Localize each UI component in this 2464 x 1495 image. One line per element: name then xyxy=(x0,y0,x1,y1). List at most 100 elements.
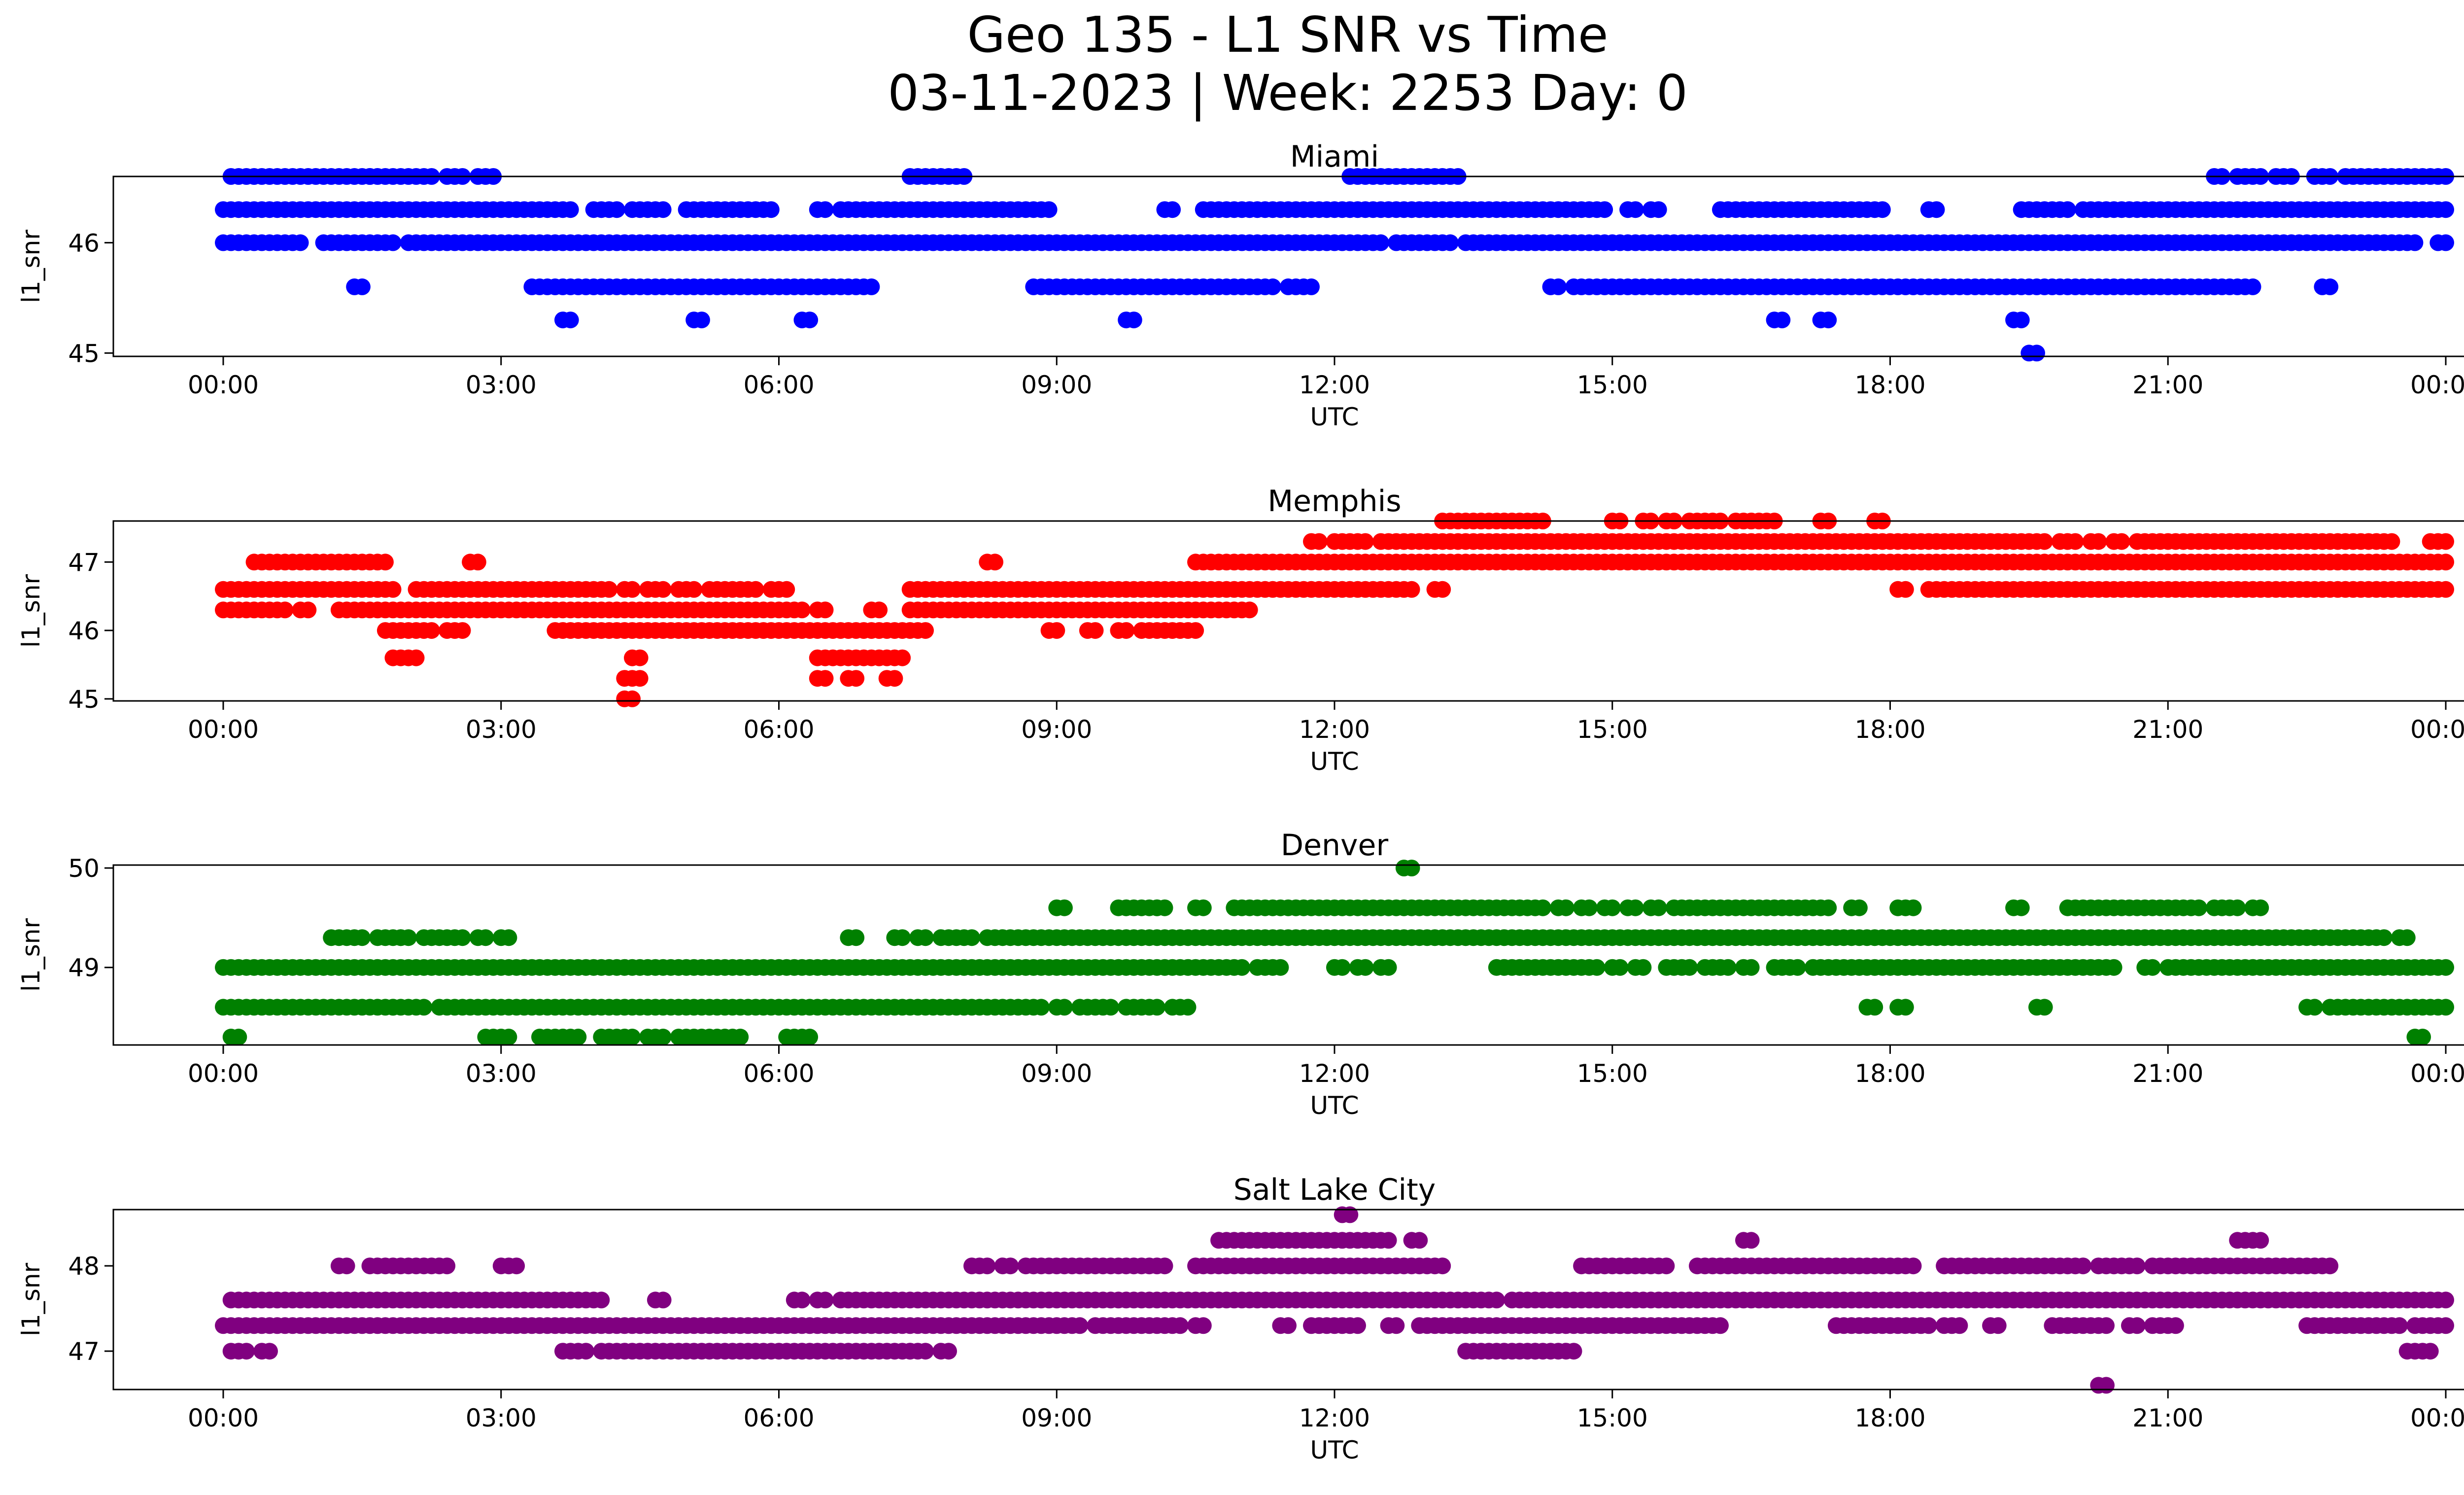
miami-data-point xyxy=(1303,278,1320,295)
denver-data-point xyxy=(2229,899,2246,916)
salt-lake-city-title: Salt Lake City xyxy=(1233,1173,1436,1207)
denver-data-point xyxy=(801,1028,819,1045)
denver-data-point xyxy=(1588,959,1606,976)
salt-lake-city-y-tick-label: 48 xyxy=(68,1252,100,1281)
denver-x-tick-label: 15:00 xyxy=(1577,1059,1648,1088)
salt-lake-city-data-point xyxy=(1658,1257,1675,1275)
denver-data-point xyxy=(1403,860,1420,876)
memphis-y-axis-label: l1_snr xyxy=(17,574,45,648)
denver-data-point xyxy=(1743,959,1760,976)
denver-data-point xyxy=(353,929,371,946)
miami-x-tick-label: 03:00 xyxy=(466,371,537,399)
salt-lake-city-data-point xyxy=(261,1343,278,1360)
denver-x-tick-label: 21:00 xyxy=(2132,1059,2203,1088)
denver-data-point xyxy=(1233,959,1251,976)
salt-lake-city-data-point xyxy=(338,1257,355,1275)
salt-lake-city-data-point xyxy=(2422,1343,2439,1360)
miami-x-tick-label: 09:00 xyxy=(1021,371,1092,399)
salt-lake-city-x-tick-label: 21:00 xyxy=(2132,1404,2203,1432)
denver-data-point xyxy=(654,1028,672,1045)
miami-data-point xyxy=(1874,201,1891,218)
denver-data-point xyxy=(2306,999,2323,1016)
denver-data-point xyxy=(1580,899,1598,916)
memphis-data-point xyxy=(1434,581,1451,598)
miami-data-point xyxy=(608,201,625,218)
memphis-x-tick-label: 00:00 xyxy=(2410,715,2464,744)
denver-data-point xyxy=(894,929,911,946)
memphis-data-point xyxy=(793,601,811,619)
memphis-data-point xyxy=(1048,622,1065,639)
miami-x-tick-label: 12:00 xyxy=(1299,371,1370,399)
memphis-data-point xyxy=(624,690,641,707)
denver-data-point xyxy=(1604,899,1621,916)
denver-data-point xyxy=(477,929,494,946)
memphis-title: Memphis xyxy=(1267,484,1401,519)
denver-data-point xyxy=(1650,899,1667,916)
denver-data-point xyxy=(1635,959,1652,976)
memphis-data-point xyxy=(848,670,865,687)
denver-data-point xyxy=(2036,999,2053,1016)
miami-data-point xyxy=(1372,234,1389,251)
miami-x-tick-label: 06:00 xyxy=(743,371,814,399)
denver-y-axis-label: l1_snr xyxy=(17,918,45,992)
denver-data-point xyxy=(848,929,865,946)
miami-data-point xyxy=(562,312,579,329)
salt-lake-city-data-point xyxy=(238,1343,255,1360)
denver-data-point xyxy=(1032,999,1050,1016)
miami-x-tick-label: 00:00 xyxy=(188,371,259,399)
memphis-data-point xyxy=(2067,533,2084,550)
miami-data-point xyxy=(1650,201,1667,218)
salt-lake-city-data-point xyxy=(654,1291,672,1309)
denver-data-point xyxy=(1272,959,1289,976)
memphis-data-point xyxy=(423,622,440,639)
denver-panel: Denver 00:00 03:00 06:00 09:00 12:00 15:00 18:0… xyxy=(17,828,2464,1120)
denver-data-point xyxy=(415,999,433,1016)
salt-lake-city-data-point xyxy=(1411,1232,1428,1249)
salt-lake-city-data-point xyxy=(940,1343,957,1360)
denver-data-point xyxy=(454,929,471,946)
salt-lake-city-x-tick-label: 03:00 xyxy=(466,1404,537,1432)
miami-y-tick-label: 46 xyxy=(68,229,100,257)
memphis-data-point xyxy=(747,581,764,598)
memphis-data-point xyxy=(917,622,934,639)
memphis-data-point xyxy=(894,649,911,666)
salt-lake-city-x-tick-label: 18:00 xyxy=(1854,1404,1925,1432)
denver-data-point xyxy=(1719,959,1737,976)
memphis-data-point xyxy=(631,670,649,687)
memphis-data-point xyxy=(1403,581,1420,598)
memphis-data-point xyxy=(601,581,617,598)
memphis-data-point xyxy=(469,554,486,571)
memphis-data-point xyxy=(1241,601,1258,619)
salt-lake-city-data-point xyxy=(2098,1317,2115,1334)
miami-data-point xyxy=(1264,278,1281,295)
memphis-x-tick-label: 03:00 xyxy=(466,715,537,744)
denver-x-tick-label: 00:00 xyxy=(188,1059,259,1088)
salt-lake-city-data-point xyxy=(917,1343,934,1360)
memphis-data-point xyxy=(2036,533,2053,550)
denver-data-point xyxy=(2013,899,2030,916)
memphis-data-point xyxy=(624,581,641,598)
memphis-x-tick-label: 00:00 xyxy=(188,715,259,744)
miami-data-point xyxy=(2013,312,2030,329)
salt-lake-city-data-point xyxy=(1171,1317,1189,1334)
miami-data-point xyxy=(1774,312,1791,329)
salt-lake-city-x-tick-label: 00:00 xyxy=(188,1404,259,1432)
miami-data-point xyxy=(817,201,834,218)
denver-data-point xyxy=(1905,899,1922,916)
salt-lake-city-data-point xyxy=(817,1291,834,1309)
salt-lake-city-data-point xyxy=(1380,1232,1397,1249)
denver-data-point xyxy=(732,1028,749,1045)
denver-data-point xyxy=(2190,899,2207,916)
denver-x-tick-label: 12:00 xyxy=(1299,1059,1370,1088)
salt-lake-city-data-point xyxy=(593,1291,610,1309)
salt-lake-city-data-point xyxy=(2075,1257,2091,1275)
miami-data-point xyxy=(762,201,780,218)
miami-x-tick-label: 21:00 xyxy=(2132,371,2203,399)
memphis-panel: Memphis 00:00 03:00 06:00 09:00 12:00 15:00 18:… xyxy=(17,484,2464,776)
denver-data-point xyxy=(917,929,934,946)
salt-lake-city-data-point xyxy=(578,1343,594,1360)
miami-data-point xyxy=(1040,201,1058,218)
denver-data-point xyxy=(230,1028,247,1045)
miami-data-point xyxy=(1441,234,1459,251)
